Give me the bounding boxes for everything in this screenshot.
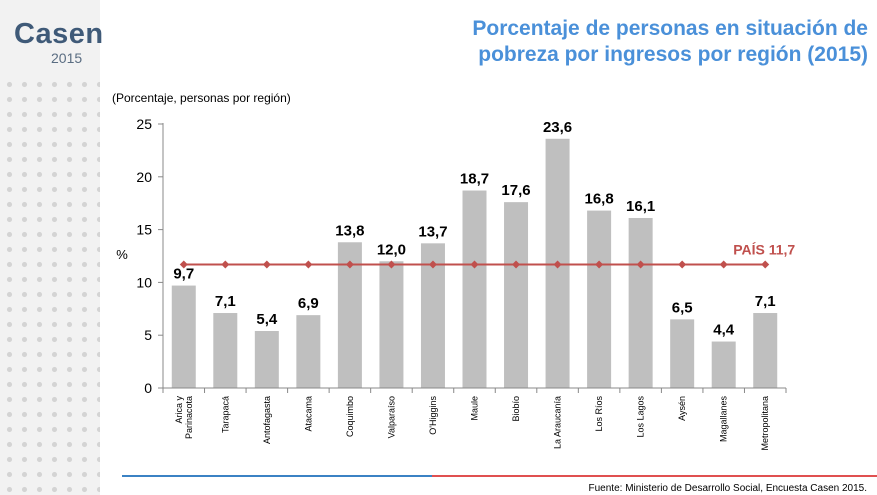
bar <box>213 313 238 388</box>
bar <box>171 285 196 388</box>
dotted-sidebar <box>0 0 100 495</box>
bar <box>711 341 736 388</box>
x-category-label: Arica yParinacota <box>174 396 194 440</box>
x-category-label: Los Lagos <box>636 396 646 438</box>
reference-marker <box>387 260 396 269</box>
y-tick-label: 20 <box>136 169 152 185</box>
bar <box>670 319 695 388</box>
x-category-label: Magallanes <box>719 396 729 443</box>
reference-marker <box>221 260 230 269</box>
bar-value-label: 16,8 <box>584 191 613 208</box>
bar <box>296 315 321 388</box>
reference-marker <box>678 260 687 269</box>
bar <box>628 217 653 388</box>
title-line-1: Porcentaje de personas en situación de <box>472 17 868 40</box>
reference-marker <box>512 260 521 269</box>
x-category-label: Tarapacá <box>220 396 230 433</box>
bar-value-label: 4,4 <box>713 322 735 339</box>
bar-value-label: 13,8 <box>335 222 364 239</box>
bar-value-label: 18,7 <box>460 171 489 188</box>
y-axis-label: % <box>116 247 128 262</box>
x-category-label: O'Higgins <box>428 396 438 435</box>
reference-marker <box>595 260 604 269</box>
page-title: Porcentaje de personas en situación de p… <box>268 16 868 68</box>
reference-marker <box>761 260 770 269</box>
reference-marker <box>304 260 313 269</box>
x-category-label: Los Ríos <box>594 396 604 432</box>
x-category-label: Atacama <box>303 396 313 432</box>
y-tick-label: 15 <box>136 222 152 238</box>
reference-marker <box>636 260 645 269</box>
reference-line-label: PAÍS 11,7 <box>733 241 795 257</box>
bar-value-label: 12,0 <box>377 241 406 258</box>
logo-wordmark: Casen <box>14 18 104 50</box>
casen-logo: Casen 2015 <box>0 0 103 74</box>
reference-marker <box>470 260 479 269</box>
x-category-label: Maule <box>470 396 480 421</box>
bar <box>753 313 778 388</box>
bar-value-label: 7,1 <box>755 293 776 310</box>
chart-subtitle: (Porcentaje, personas por región) <box>112 91 291 105</box>
bar-value-label: 16,1 <box>626 198 655 215</box>
bar-value-label: 7,1 <box>215 293 236 310</box>
bar <box>587 210 612 388</box>
bar <box>462 190 487 388</box>
bar-value-label: 13,7 <box>418 223 447 240</box>
footer-rule-blue <box>122 475 432 477</box>
bar-value-label: 23,6 <box>543 119 572 136</box>
x-category-label: Valparaíso <box>386 396 396 438</box>
bar <box>504 202 529 388</box>
reference-marker <box>345 260 354 269</box>
y-tick-label: 5 <box>144 327 152 343</box>
x-category-label: Aysén <box>677 396 687 421</box>
title-line-2: pobreza por ingresos por región (2015) <box>478 43 868 66</box>
reference-marker <box>262 260 271 269</box>
x-category-label: Metropolitana <box>760 396 770 451</box>
bar-value-label: 17,6 <box>501 182 530 199</box>
x-category-label: La Araucanía <box>553 396 563 449</box>
bar <box>254 330 279 388</box>
reference-marker <box>719 260 728 269</box>
x-category-label: Antofagasta <box>262 396 272 444</box>
x-category-label: Biobío <box>511 396 521 422</box>
bar <box>379 261 404 388</box>
x-category-label: Coquimbo <box>345 396 355 437</box>
bar-value-label: 9,7 <box>173 266 194 283</box>
bar-value-label: 6,5 <box>672 299 693 316</box>
logo-year: 2015 <box>51 50 83 66</box>
y-tick-label: 10 <box>136 274 152 290</box>
reference-marker <box>553 260 562 269</box>
y-tick-label: 0 <box>144 380 152 396</box>
reference-marker <box>428 260 437 269</box>
source-note: Fuente: Ministerio de Desarrollo Social,… <box>588 483 867 494</box>
bar-value-label: 5,4 <box>256 311 278 328</box>
bar-value-label: 6,9 <box>298 295 319 312</box>
reference-marker <box>179 260 188 269</box>
footer-rule-red <box>432 475 877 477</box>
y-tick-label: 25 <box>136 116 152 132</box>
